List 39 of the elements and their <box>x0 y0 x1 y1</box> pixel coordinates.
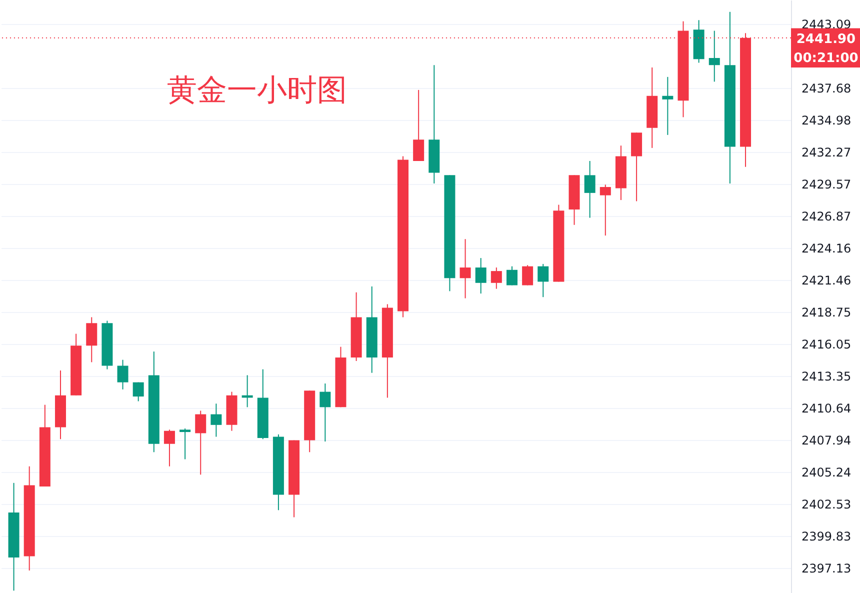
candlestick <box>164 429 175 467</box>
ref-line-label: 2441.90 00:21:00 <box>794 32 858 66</box>
candlestick <box>413 89 424 162</box>
candlestick <box>490 267 502 290</box>
y-tick-label: 2429.57 <box>802 177 852 192</box>
candlestick <box>460 238 471 299</box>
candlestick <box>600 184 611 236</box>
y-tick-label: 2397.13 <box>802 561 852 576</box>
y-tick-label: 2402.53 <box>802 497 852 512</box>
y-tick-label: 2418.75 <box>802 305 852 320</box>
y-tick-label: 2437.68 <box>802 81 852 96</box>
y-tick-label: 2424.16 <box>802 241 852 256</box>
text: 黄金一小时图 <box>167 73 347 108</box>
candlestick <box>584 160 596 218</box>
candlestick <box>522 264 534 286</box>
y-tick-label: 2421.46 <box>802 273 852 288</box>
candlestick <box>708 30 720 82</box>
y-tick-label: 2443.09 <box>802 17 852 32</box>
candlestick <box>662 76 674 136</box>
candlestick <box>132 382 144 402</box>
candlestick <box>475 258 486 294</box>
y-tick-label: 2413.35 <box>802 369 852 384</box>
y-tick-label: 2426.87 <box>802 209 852 224</box>
y-tick-label: 2405.24 <box>802 465 852 480</box>
y-tick-label: 2434.98 <box>802 113 852 128</box>
candlestick <box>195 410 206 476</box>
candlestick <box>320 382 331 442</box>
candlestick <box>86 316 98 363</box>
y-tick-label: 2407.94 <box>802 433 852 448</box>
y-tick-label: 2399.83 <box>802 529 852 544</box>
candlestick <box>506 266 518 286</box>
y-tick-label: 2416.05 <box>802 337 852 352</box>
y-tick-label: 2432.27 <box>802 145 852 160</box>
y-tick-label: 2410.64 <box>802 401 852 416</box>
candlestick <box>180 428 191 460</box>
candlestick <box>631 132 642 202</box>
candlestick <box>538 263 549 298</box>
candlestick <box>117 359 128 390</box>
candlestick <box>210 403 222 438</box>
